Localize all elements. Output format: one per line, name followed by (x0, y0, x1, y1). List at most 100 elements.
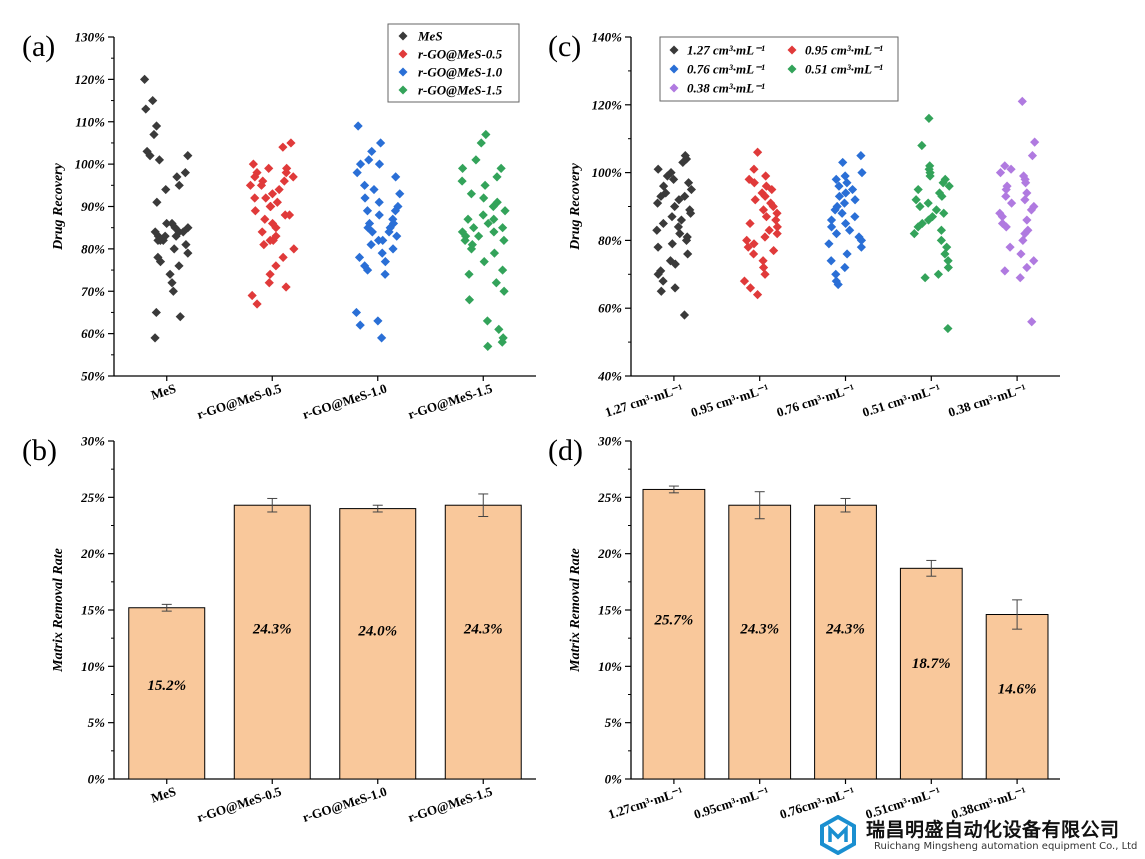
legend-marker (787, 45, 797, 55)
y-tick-label: 5% (605, 715, 623, 730)
data-point (479, 193, 489, 203)
data-point (924, 113, 934, 123)
legend-marker (398, 49, 408, 59)
bar (128, 607, 206, 780)
data-point (282, 163, 292, 173)
series-3 (909, 113, 954, 334)
data-point (286, 138, 296, 148)
data-point (936, 235, 946, 245)
data-point (915, 201, 925, 212)
legend-frame (387, 23, 520, 103)
data-point (378, 235, 388, 245)
data-point (360, 193, 370, 203)
data-point (658, 218, 668, 229)
data-point (141, 104, 151, 114)
data-point (767, 184, 777, 195)
data-point (841, 188, 851, 198)
data-point (673, 222, 684, 232)
x-tick-label: 0.95cm³·mL⁻¹ (692, 784, 771, 822)
data-point (940, 249, 950, 259)
bar (985, 614, 1049, 780)
data-point (471, 155, 481, 165)
y-tick-label: 80% (598, 233, 622, 248)
y-tick-label: 40% (597, 369, 622, 384)
data-point (772, 222, 782, 232)
y-tick-label: 20% (597, 546, 622, 561)
y-tick-label: 120% (592, 97, 623, 112)
data-point (284, 210, 295, 220)
series-2 (351, 121, 405, 343)
data-point (260, 214, 270, 224)
data-point (483, 218, 493, 229)
data-point (917, 140, 927, 151)
series-1 (245, 138, 299, 309)
data-point (1006, 164, 1016, 174)
data-point (351, 307, 362, 318)
data-point (395, 189, 405, 199)
data-point (653, 164, 663, 174)
data-point (1020, 229, 1030, 239)
data-point (758, 256, 768, 266)
data-point (497, 337, 507, 347)
data-point (165, 269, 175, 279)
y-axis-title: Matrix Removal Rate (568, 548, 583, 673)
data-point (274, 184, 284, 195)
data-point (753, 147, 763, 157)
data-point (154, 155, 165, 165)
x-tick-label: 0.76 cm³·mL⁻¹ (775, 381, 857, 420)
x-tick-label: 0.95 cm³·mL⁻¹ (689, 381, 771, 420)
data-point (761, 171, 771, 181)
data-point (943, 323, 953, 334)
data-point (995, 168, 1006, 178)
data-point (909, 229, 919, 239)
data-point (652, 225, 662, 235)
data-point (264, 278, 274, 288)
data-point (261, 193, 271, 203)
data-point (466, 244, 477, 254)
data-point (464, 269, 474, 279)
data-point (183, 151, 193, 161)
data-point (491, 278, 501, 288)
legend-marker (398, 85, 408, 95)
y-tick-label: 15% (598, 603, 622, 618)
data-point (494, 324, 504, 334)
data-point (384, 227, 394, 237)
data-point (1020, 195, 1030, 205)
data-point (758, 262, 769, 273)
data-point (478, 210, 488, 220)
y-tick-label: 25% (597, 490, 622, 505)
data-point (1021, 178, 1031, 188)
data-point (151, 307, 161, 318)
legend-marker (787, 64, 797, 74)
data-point (266, 201, 276, 212)
data-point (183, 248, 193, 258)
data-point (1005, 242, 1015, 252)
data-point (653, 269, 663, 279)
data-point (367, 146, 377, 157)
data-point (749, 164, 759, 174)
data-point (257, 227, 267, 237)
data-point (1001, 191, 1011, 201)
data-point (364, 155, 374, 165)
data-point (670, 259, 680, 269)
y-tick-label: 50% (81, 369, 105, 384)
data-point (761, 181, 771, 191)
data-point (479, 256, 489, 267)
series-1 (739, 147, 782, 300)
data-point (355, 159, 366, 169)
y-tick-label: 110% (75, 114, 105, 129)
data-point (1022, 188, 1032, 198)
data-point (686, 208, 696, 218)
company-logo: 瑞昌明盛自动化设备有限公司 Ruichang Mingsheng automat… (818, 813, 1143, 857)
data-point (169, 244, 179, 254)
data-point (662, 171, 673, 181)
data-point (489, 214, 499, 224)
data-point (469, 223, 479, 233)
data-point (466, 189, 476, 199)
data-point (181, 240, 191, 250)
data-point (148, 95, 158, 106)
data-point (369, 184, 379, 195)
data-point (761, 212, 772, 222)
data-point (857, 168, 867, 178)
panel-label-a: (a) (22, 30, 55, 63)
